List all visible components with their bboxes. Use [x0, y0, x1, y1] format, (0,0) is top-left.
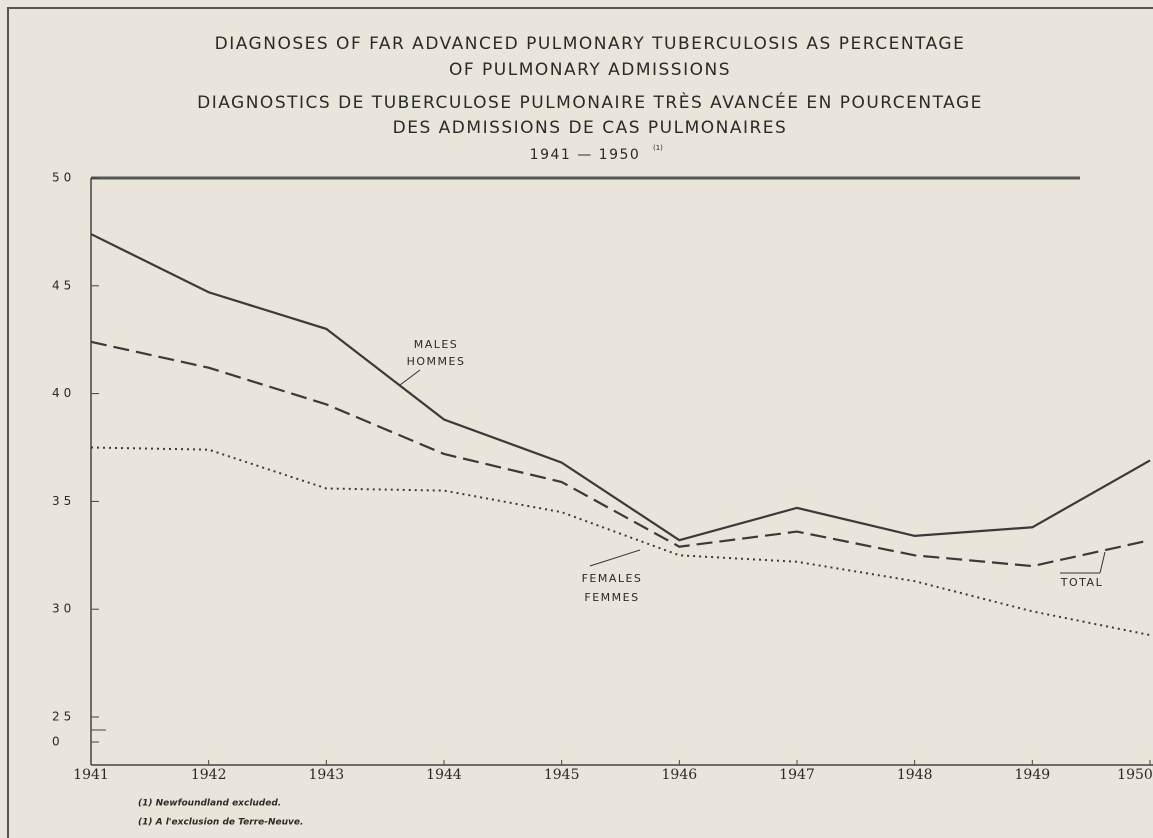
leader: [399, 369, 421, 386]
y-tick-label: 45: [52, 278, 75, 292]
series-line: [90, 233, 1151, 542]
title-line: OF PULMONARY ADMISSIONS: [449, 60, 731, 80]
y-tick-label: 40: [52, 386, 75, 400]
x-tick-label: 1949: [1015, 767, 1051, 783]
period: 1941 — 1950: [530, 147, 641, 163]
footnote: (1) A l'exclusion de Terre-Neuve.: [138, 818, 303, 828]
x-tick-label: 1947: [779, 767, 815, 783]
leader: [1099, 551, 1106, 574]
y-tick-label: 30: [52, 602, 75, 616]
series-label-fr: FEMMES: [584, 591, 639, 604]
x-tick-label: 1944: [426, 767, 462, 783]
footnote: (1) Newfoundland excluded.: [138, 799, 281, 809]
x-tick-label: 1946: [662, 767, 698, 783]
y-tick-label: 25: [52, 710, 75, 724]
x-tick-label: 1945: [544, 767, 580, 783]
series-line: [90, 340, 1151, 568]
subtitle-line: DIAGNOSTICS DE TUBERCULOSE PULMONAIRE TR…: [197, 91, 983, 113]
leader: [589, 549, 641, 567]
x-tick-label: 1942: [191, 767, 227, 783]
y-tick-label: 50: [52, 171, 75, 185]
subtitle-line: DES ADMISSIONS DE CAS PULMONAIRES: [393, 118, 788, 138]
x-tick-label: 1948: [897, 767, 933, 783]
x-tick-label: 1943: [309, 767, 345, 783]
series-label: MALES: [414, 338, 459, 351]
x-tick-label: 1941: [73, 767, 109, 783]
series-label: TOTAL: [1060, 576, 1103, 589]
series-label: FEMALES: [582, 572, 643, 585]
y-tick-label: 35: [52, 494, 75, 508]
series-line: [90, 446, 1151, 637]
series-label-fr: HOMMES: [407, 355, 466, 368]
y-tick-label: 0: [52, 735, 64, 749]
title-line: DIAGNOSES OF FAR ADVANCED PULMONARY TUBE…: [215, 34, 966, 54]
x-tick-label: 1950: [1117, 767, 1153, 783]
frame: [7, 7, 1153, 838]
period-note: (1): [653, 144, 663, 152]
